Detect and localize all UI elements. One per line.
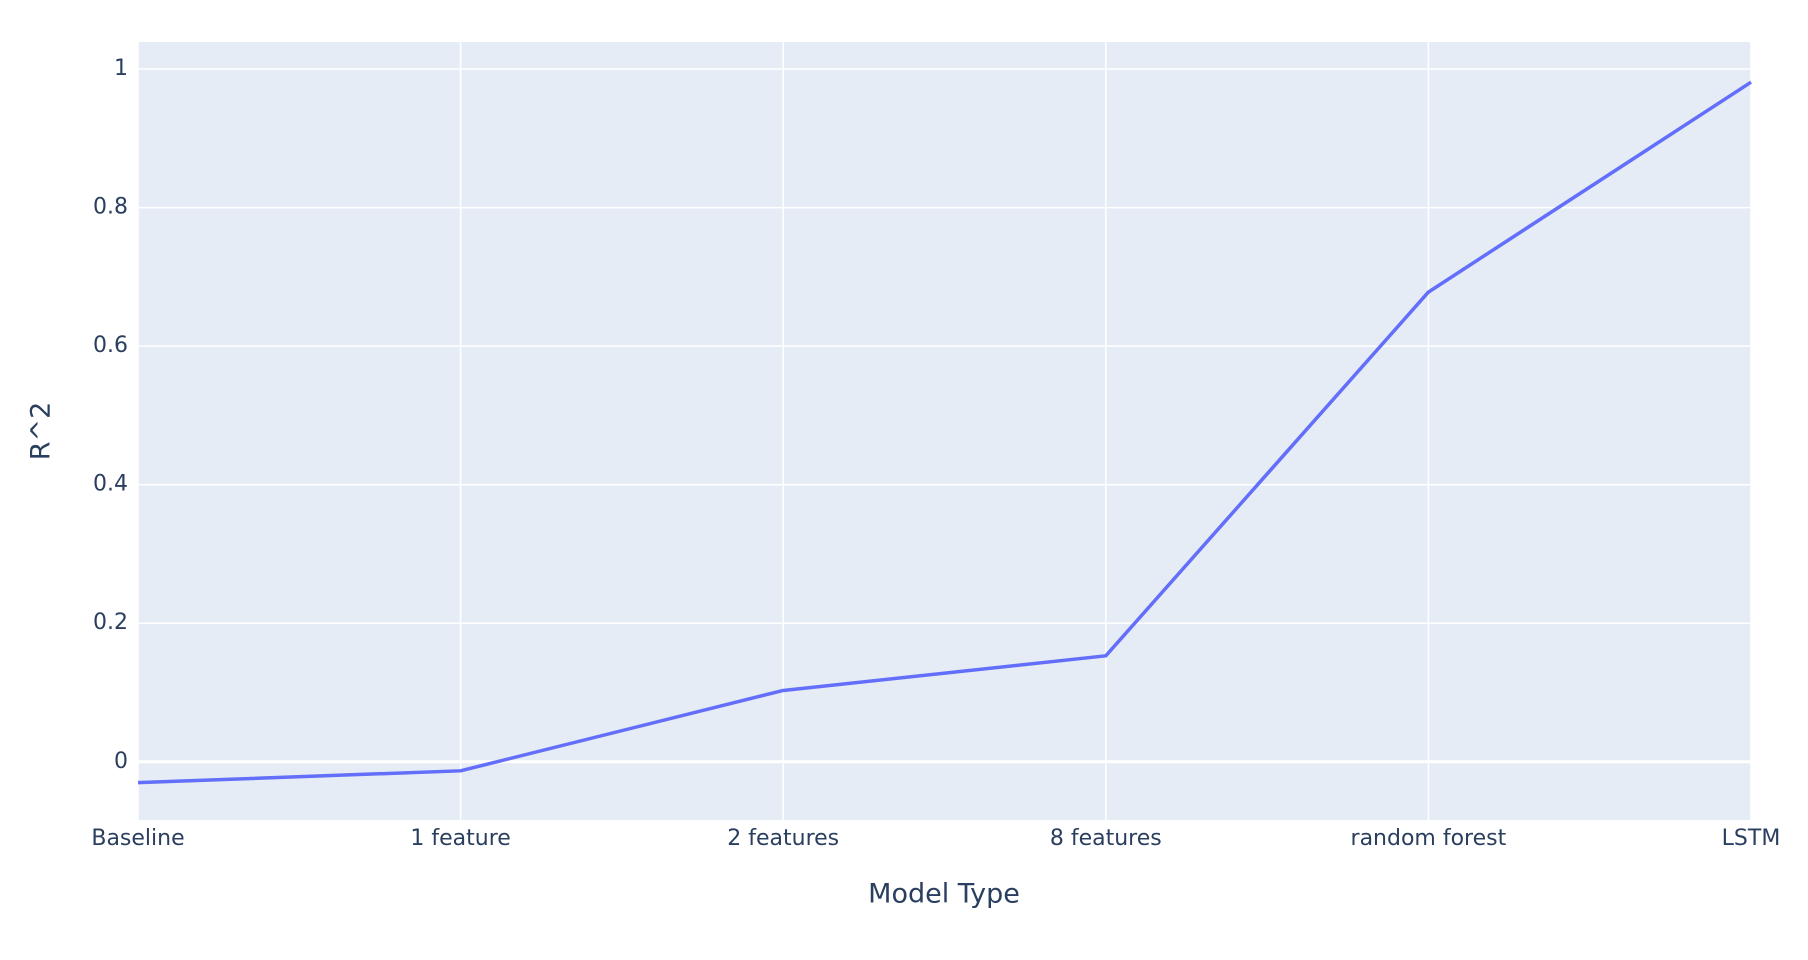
plot-area bbox=[138, 42, 1751, 820]
y-tick-label: 0.2 bbox=[93, 610, 128, 635]
x-tick-label: Baseline bbox=[91, 826, 184, 851]
x-axis-title: Model Type bbox=[868, 879, 1020, 910]
grid bbox=[137, 42, 1752, 820]
x-tick-label: 8 features bbox=[1050, 826, 1162, 851]
y-tick-label: 0.8 bbox=[93, 195, 128, 220]
y-tick-label: 0.4 bbox=[93, 472, 128, 497]
y-axis-title: R^2 bbox=[26, 402, 57, 461]
x-tick-label: LSTM bbox=[1722, 826, 1781, 851]
y-tick-label: 0.6 bbox=[93, 333, 128, 358]
x-tick-label: random forest bbox=[1351, 826, 1507, 851]
marks bbox=[137, 80, 1752, 785]
y-tick-label: 0 bbox=[114, 749, 128, 774]
x-tick-label: 2 features bbox=[727, 826, 839, 851]
line bbox=[137, 80, 1752, 785]
y-tick-label: 1 bbox=[114, 56, 128, 81]
x-tick-label: 1 feature bbox=[410, 826, 510, 851]
